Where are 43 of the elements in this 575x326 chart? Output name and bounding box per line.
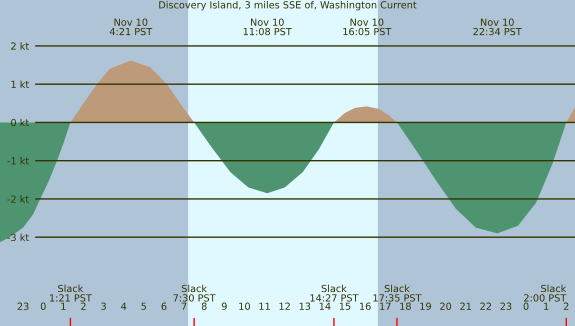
annotation: Nov 10 4:21 PST — [110, 18, 152, 36]
x-tick-label: 2 — [564, 302, 568, 310]
y-tick-label: -3 kt — [7, 234, 29, 242]
annotation: Slack 14:27 PST — [310, 284, 359, 302]
chart-title: Discovery Island, 3 miles SSE of, Washington Current — [159, 0, 416, 10]
annotation: Nov 10 11:08 PST — [244, 18, 292, 36]
x-tick-label: 0 — [40, 302, 46, 310]
y-tick-label: -1 kt — [7, 157, 29, 164]
x-tick-label: 8 — [202, 302, 207, 310]
y-tick-label: 1 kt — [12, 80, 29, 88]
annotation: Nov 10 16:05 PST — [343, 18, 392, 36]
x-tick-label: 3 — [101, 302, 106, 310]
x-tick-label: 1 — [544, 302, 548, 310]
x-tick-label: 9 — [222, 302, 227, 310]
x-tick-label: 6 — [162, 302, 166, 310]
x-tick-label: 4 — [121, 302, 126, 310]
x-tick-label: 17 — [380, 302, 391, 310]
annotation: Nov 10 22:34 PST — [473, 18, 522, 36]
y-tick-label: 2 kt — [11, 42, 29, 50]
x-tick-label: 11 — [259, 302, 270, 310]
x-tick-label: 12 — [280, 302, 290, 310]
annotation: Slack 7:30 PST — [173, 284, 216, 302]
annotation: Slack 2:00 PST — [524, 284, 566, 302]
x-tick-label: 21 — [460, 302, 471, 310]
x-tick-label: 2 — [81, 302, 86, 310]
x-tick-label: 18 — [400, 302, 411, 310]
x-tick-label: 13 — [300, 302, 310, 310]
x-tick-label: 14 — [320, 302, 331, 310]
x-tick-label: 0 — [524, 302, 528, 310]
x-tick-label: 20 — [440, 302, 452, 310]
x-tick-label: 22 — [480, 302, 492, 310]
x-tick-label: 16 — [360, 302, 371, 310]
x-tick-label: 23 — [500, 302, 512, 310]
x-tick-label: 10 — [239, 302, 250, 310]
x-tick-label: 23 — [18, 302, 29, 310]
y-tick-label: -2 kt — [7, 195, 29, 203]
x-tick-label: 7 — [182, 302, 186, 310]
annotation: Slack 17:35 PST — [373, 284, 422, 302]
x-tick-label: 1 — [61, 302, 66, 310]
x-tick-label: 19 — [420, 302, 431, 310]
annotation: Slack 1:21 PST — [50, 284, 92, 302]
x-tick-label: 5 — [141, 302, 146, 310]
x-tick-label: 15 — [340, 302, 350, 310]
